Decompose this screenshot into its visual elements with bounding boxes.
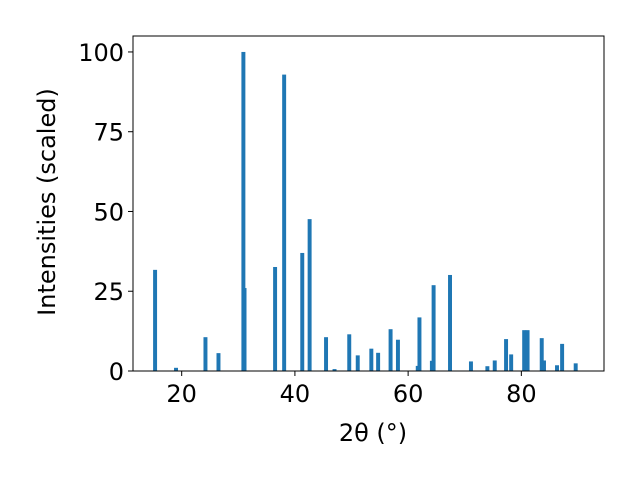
bar — [492, 360, 497, 371]
y-tick-label: 50 — [93, 198, 124, 226]
axes: 20 40 60 80 0 25 50 75 100 — [78, 35, 605, 408]
bar — [509, 354, 514, 371]
bar — [273, 266, 278, 371]
x-tick-label: 40 — [280, 380, 311, 408]
bar-series — [153, 51, 578, 371]
x-axis-label: 2θ (°) — [339, 419, 407, 447]
bar — [332, 369, 337, 371]
bar — [555, 365, 559, 371]
bar — [369, 348, 374, 371]
bar — [307, 219, 312, 371]
bar — [560, 343, 565, 371]
bar — [282, 74, 287, 371]
bar — [376, 352, 381, 371]
bar — [174, 367, 178, 371]
bar — [417, 317, 422, 371]
bar — [431, 285, 436, 371]
bar — [522, 330, 527, 371]
y-tick-label: 25 — [93, 278, 124, 306]
bar — [153, 269, 158, 371]
bar — [203, 337, 208, 371]
y-tick-label: 0 — [109, 358, 124, 386]
bar — [388, 329, 393, 371]
plot-frame — [132, 35, 605, 372]
y-tick-label: 100 — [78, 39, 124, 67]
bar — [448, 274, 452, 371]
bar — [485, 366, 490, 371]
bar — [216, 353, 221, 371]
bar — [539, 338, 544, 371]
bar — [355, 355, 360, 371]
bar — [468, 361, 473, 371]
x-tick-label: 80 — [506, 380, 537, 408]
bar — [542, 360, 546, 371]
x-tick-label: 20 — [166, 380, 197, 408]
bar — [573, 363, 578, 371]
bar — [347, 334, 352, 371]
bar — [242, 288, 247, 371]
y-tick-label: 75 — [93, 119, 124, 147]
bar — [504, 339, 509, 371]
bar — [241, 51, 246, 371]
bar — [300, 252, 305, 371]
bar — [395, 339, 400, 371]
bar — [525, 330, 530, 371]
bar — [324, 337, 329, 371]
y-axis-label: Intensities (scaled) — [33, 88, 61, 316]
x-tick-label: 60 — [393, 380, 424, 408]
